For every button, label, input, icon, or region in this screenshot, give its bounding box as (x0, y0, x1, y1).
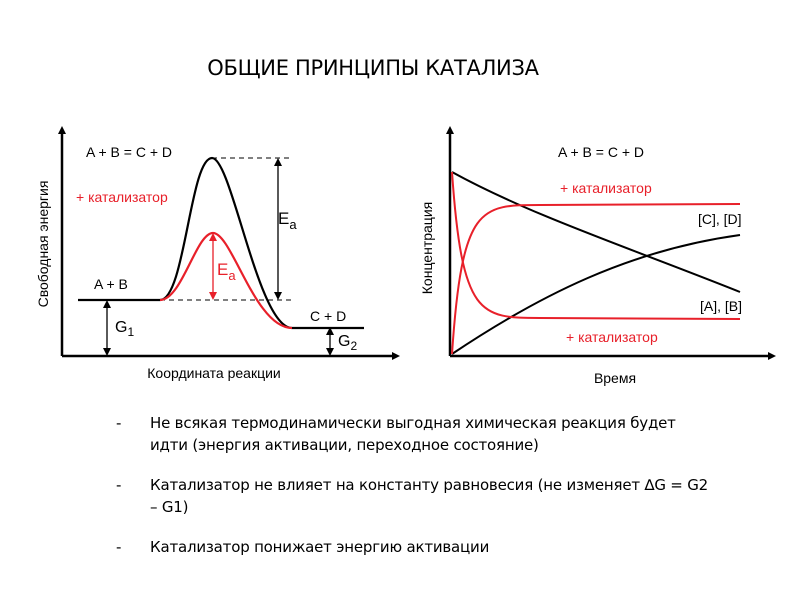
catalyst-label-top: + катализатор (560, 180, 652, 196)
bullet-item: - Катализатор понижает энергию активации (116, 536, 716, 558)
reactants-uncatalyzed-curve (451, 171, 741, 293)
slide-title: ОБЩИЕ ПРИНЦИПЫ КАТАЛИЗА (207, 56, 539, 80)
products-catalyzed-curve (451, 203, 741, 355)
x-axis-label: Время (594, 370, 636, 386)
catalyst-label: + катализатор (76, 189, 168, 205)
products-uncatalyzed-curve (451, 234, 741, 355)
g2-label: G2 (338, 333, 357, 353)
uncatalyzed-curve (78, 156, 364, 330)
y-axis-label: Свободная энергия (35, 181, 51, 308)
x-axis-label: Координата реакции (147, 365, 280, 381)
reaction-equation: A + B = C + D (86, 144, 172, 160)
catalyst-label-bottom: + катализатор (566, 329, 658, 345)
bullet-item: - Катализатор не влияет на константу рав… (116, 474, 716, 518)
bullet-list: - Не всякая термодинамически выгодная хи… (116, 412, 716, 576)
bullet-dash: - (116, 414, 122, 432)
products-label: [C], [D] (698, 211, 742, 227)
bullet-item: - Не всякая термодинамически выгодная хи… (116, 412, 716, 456)
bullet-text: Не всякая термодинамически выгодная хими… (150, 414, 676, 454)
energy-diagram: A + B = C + D + катализатор A + B C + D … (35, 126, 400, 381)
reaction-equation: A + B = C + D (558, 144, 644, 160)
concentration-plot: A + B = C + D + катализатор [C], [D] [A]… (419, 126, 776, 386)
y-axis-label: Концентрация (419, 202, 435, 294)
ea-label: Ea (278, 209, 297, 232)
bullet-dash: - (116, 538, 122, 556)
bullet-dash: - (116, 476, 122, 494)
products-label: C + D (310, 308, 346, 324)
reactants-catalyzed-curve (451, 171, 741, 320)
bullet-text: Катализатор понижает энергию активации (150, 538, 490, 556)
reactants-label: A + B (94, 276, 128, 292)
ea-catalyzed-label: Ea (217, 260, 236, 283)
reactants-label: [A], [B] (700, 298, 742, 314)
g1-label: G1 (115, 319, 134, 339)
bullet-text: Катализатор не влияет на константу равно… (150, 476, 709, 516)
catalyzed-curve (159, 231, 293, 330)
